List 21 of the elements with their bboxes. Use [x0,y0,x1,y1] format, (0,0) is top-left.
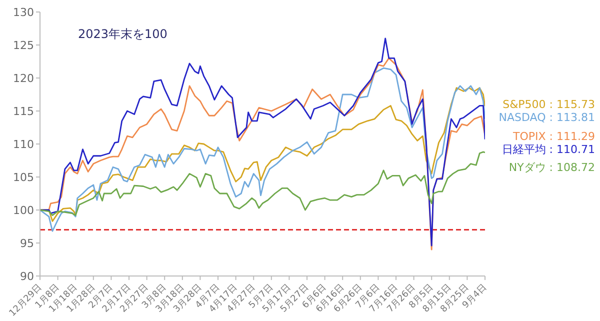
series-label: S&P500 [502,98,546,111]
text: : 111.29 [548,130,595,143]
y-tick-label: 125 [13,38,34,52]
y-tick-label: 100 [13,204,34,217]
series-label: 日経平均 [502,143,546,156]
text: TOPIX [513,130,546,143]
y-tick-label: 130 [13,6,34,19]
text: : 113.81 [548,111,595,124]
text: : 108.72 [548,161,595,174]
line-series [40,151,485,216]
text: : 115.73 [548,98,595,111]
y-tick-label: 120 [13,72,34,85]
text: 2023年末を100 [78,27,168,41]
y-tick-label: 115 [13,104,34,118]
series-label: NASDAQ [498,111,546,124]
text: : 110.71 [548,143,595,156]
y-tick-label: 105 [13,170,34,184]
y-tick-label: 95 [20,236,34,250]
text: NYダウ [508,161,546,174]
y-tick-label: 110 [13,138,34,151]
y-tick-label: 90 [20,270,34,283]
